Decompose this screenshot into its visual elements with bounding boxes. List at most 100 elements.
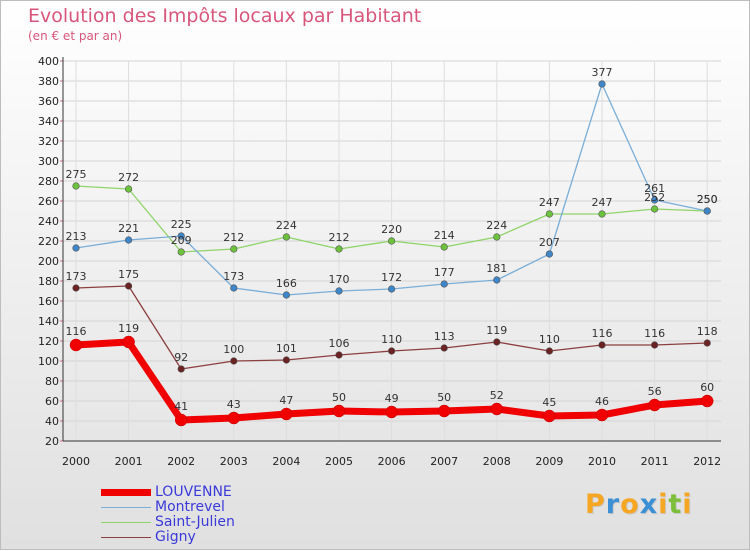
logo-letter: i xyxy=(658,489,669,520)
legend-label-gigny: Gigny xyxy=(155,529,196,545)
grid-lines xyxy=(63,60,721,441)
data-point-louvenne xyxy=(227,411,241,425)
data-label-montrevel: 172 xyxy=(381,271,402,284)
data-label-montrevel: 181 xyxy=(486,262,507,275)
data-label-louvenne: 60 xyxy=(700,381,714,394)
data-label-montrevel: 261 xyxy=(644,182,665,195)
data-label-louvenne: 50 xyxy=(332,391,346,404)
data-label-louvenne: 47 xyxy=(279,394,293,407)
data-point-gigny xyxy=(124,282,133,290)
data-point-saint-julien xyxy=(545,210,554,218)
data-label-gigny: 101 xyxy=(276,342,297,355)
y-tick-label: 40 xyxy=(45,415,59,428)
data-point-gigny xyxy=(598,341,606,349)
data-point-gigny xyxy=(335,351,343,359)
data-point-gigny xyxy=(177,365,185,373)
logo-letter: i xyxy=(682,489,693,520)
data-label-gigny: 118 xyxy=(697,325,718,338)
x-tick-label: 2006 xyxy=(378,455,406,468)
data-point-louvenne xyxy=(280,407,293,421)
y-tick-label: 340 xyxy=(38,115,59,128)
data-label-louvenne: 45 xyxy=(542,396,556,409)
y-tick-label: 380 xyxy=(38,75,59,88)
data-point-montrevel xyxy=(230,284,238,292)
data-label-saint-julien: 220 xyxy=(381,223,402,236)
x-tick-label: 2007 xyxy=(430,455,458,468)
data-point-montrevel xyxy=(598,80,606,88)
x-tick-label: 2002 xyxy=(167,455,195,468)
data-label-gigny: 119 xyxy=(486,324,507,337)
data-label-louvenne: 50 xyxy=(437,391,451,404)
data-point-montrevel xyxy=(650,196,659,204)
data-label-louvenne: 56 xyxy=(648,385,662,398)
data-label-montrevel: 177 xyxy=(434,266,455,279)
data-point-saint-julien xyxy=(124,185,133,193)
data-label-gigny: 116 xyxy=(592,327,613,340)
logo-letter: o xyxy=(620,489,640,520)
data-label-gigny: 92 xyxy=(174,351,188,364)
data-point-louvenne xyxy=(385,405,398,419)
data-point-gigny xyxy=(703,339,711,347)
data-label-gigny: 175 xyxy=(118,268,139,281)
x-tick-label: 2000 xyxy=(62,455,90,468)
data-label-montrevel: 377 xyxy=(592,66,613,79)
y-tick-label: 220 xyxy=(38,235,59,248)
logo-letter: x xyxy=(639,489,659,520)
data-label-montrevel: 173 xyxy=(223,270,244,283)
data-point-montrevel xyxy=(282,291,291,299)
y-tick-label: 20 xyxy=(45,435,59,448)
data-label-louvenne: 52 xyxy=(490,389,504,402)
data-label-montrevel: 213 xyxy=(66,230,87,243)
y-tick-label: 280 xyxy=(38,175,59,188)
data-label-saint-julien: 209 xyxy=(171,234,192,247)
legend-swatch-saint-julien xyxy=(101,522,151,523)
data-labels: 275 272 209 212 224 212 220 214 224 247 247 252 250 2… xyxy=(66,66,718,413)
x-tick-label: 2009 xyxy=(535,455,563,468)
data-label-montrevel: 170 xyxy=(329,273,350,286)
data-point-gigny xyxy=(650,341,659,349)
data-label-gigny: 110 xyxy=(539,333,560,346)
y-tick-label: 260 xyxy=(38,195,59,208)
y-tick-label: 400 xyxy=(38,55,59,68)
x-tick-label: 2008 xyxy=(483,455,511,468)
legend-label-montrevel: Montrevel xyxy=(155,499,225,515)
legend-swatch-montrevel xyxy=(101,507,151,508)
data-label-louvenne: 46 xyxy=(595,395,609,408)
data-label-saint-julien: 252 xyxy=(644,191,665,204)
data-point-louvenne xyxy=(700,394,714,408)
data-point-saint-julien xyxy=(282,233,291,241)
data-label-louvenne: 116 xyxy=(66,325,87,338)
data-label-saint-julien: 272 xyxy=(118,171,139,184)
data-point-montrevel xyxy=(545,250,554,258)
data-point-montrevel xyxy=(124,236,133,244)
data-point-louvenne xyxy=(69,338,83,352)
y-tick-label: 160 xyxy=(38,295,59,308)
data-label-saint-julien: 275 xyxy=(66,168,87,181)
data-label-saint-julien: 250 xyxy=(697,193,718,206)
data-point-gigny xyxy=(230,357,238,365)
data-point-saint-julien xyxy=(72,182,80,190)
y-tick-label: 300 xyxy=(38,155,59,168)
data-point-gigny xyxy=(440,344,448,352)
data-point-saint-julien xyxy=(650,205,659,213)
data-label-gigny: 113 xyxy=(434,330,455,343)
data-label-saint-julien: 224 xyxy=(276,219,297,232)
data-point-louvenne xyxy=(437,404,451,418)
x-tick-label: 2001 xyxy=(115,455,143,468)
data-point-gigny xyxy=(545,347,554,355)
data-label-gigny: 100 xyxy=(223,343,244,356)
x-tick-label: 2010 xyxy=(588,455,616,468)
data-label-louvenne: 49 xyxy=(385,392,399,405)
data-point-saint-julien xyxy=(230,245,238,253)
legend-swatch-louvenne xyxy=(101,489,151,496)
data-label-saint-julien: 224 xyxy=(486,219,507,232)
data-point-saint-julien xyxy=(388,237,396,245)
series-layer xyxy=(69,80,714,427)
data-label-saint-julien: 247 xyxy=(539,196,560,209)
y-tick-label: 360 xyxy=(38,95,59,108)
data-label-louvenne: 43 xyxy=(227,398,241,411)
data-point-louvenne xyxy=(490,402,504,416)
data-label-gigny: 106 xyxy=(329,337,350,350)
chart-subtitle: (en € et par an) xyxy=(28,29,123,43)
